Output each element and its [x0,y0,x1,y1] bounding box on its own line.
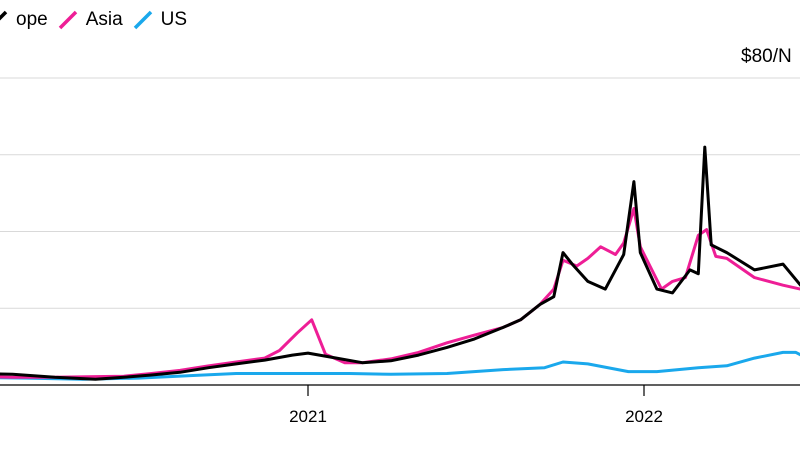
series-line-us [0,350,800,381]
gridlines [0,77,800,309]
legend-swatch-asia [58,10,77,30]
legend-label-asia: Asia [85,9,123,30]
x-tick-label-2021: 2021 [289,407,327,426]
legend-label-us: US [160,9,188,30]
series-line-asia [0,207,800,379]
legend-swatch-us [133,10,152,30]
legend-swatch-ope [0,10,8,21]
legend-item-ope: ope [0,9,48,31]
y-axis-unit-label: $80/N [741,46,792,67]
series-lines [0,145,800,381]
chart-legend: ope Asia US [0,8,195,32]
series-line-ope [0,145,800,381]
x-tick-label-2022: 2022 [625,407,663,426]
legend-item-us: US [131,9,187,31]
legend-label-ope: ope [16,9,48,30]
legend-item-asia: Asia [56,9,123,31]
x-axis: 2021 2022 [0,384,800,426]
